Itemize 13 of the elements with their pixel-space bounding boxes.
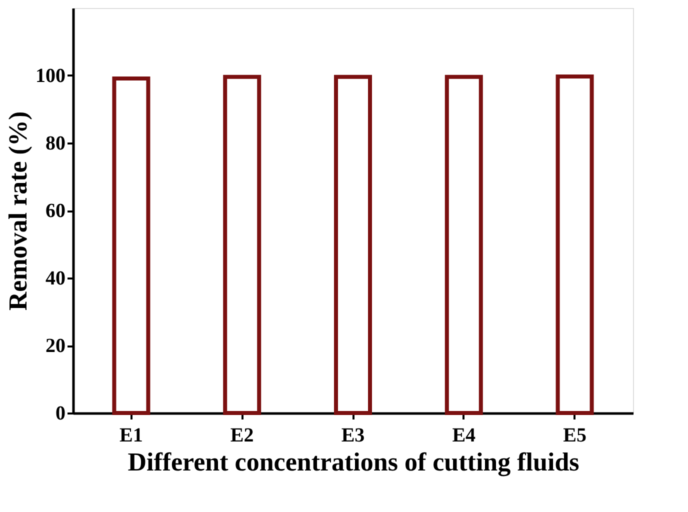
x-tick-label: E4: [452, 424, 476, 446]
x-tick-label: E2: [230, 424, 254, 446]
y-tick-label: 20: [46, 335, 66, 357]
y-tick-label: 100: [36, 65, 66, 87]
x-tick-label: E5: [563, 424, 586, 446]
y-tick-label: 60: [46, 200, 66, 222]
y-axis-title: Removal rate (%): [4, 111, 32, 311]
x-tick-label: E1: [120, 424, 143, 446]
y-tick-label: 80: [46, 132, 66, 154]
y-tick-label: 40: [46, 268, 66, 290]
y-tick-label: 0: [56, 402, 66, 424]
x-axis-title: Different concentrations of cutting fluids: [128, 448, 580, 476]
x-tick-label: E3: [341, 424, 365, 446]
